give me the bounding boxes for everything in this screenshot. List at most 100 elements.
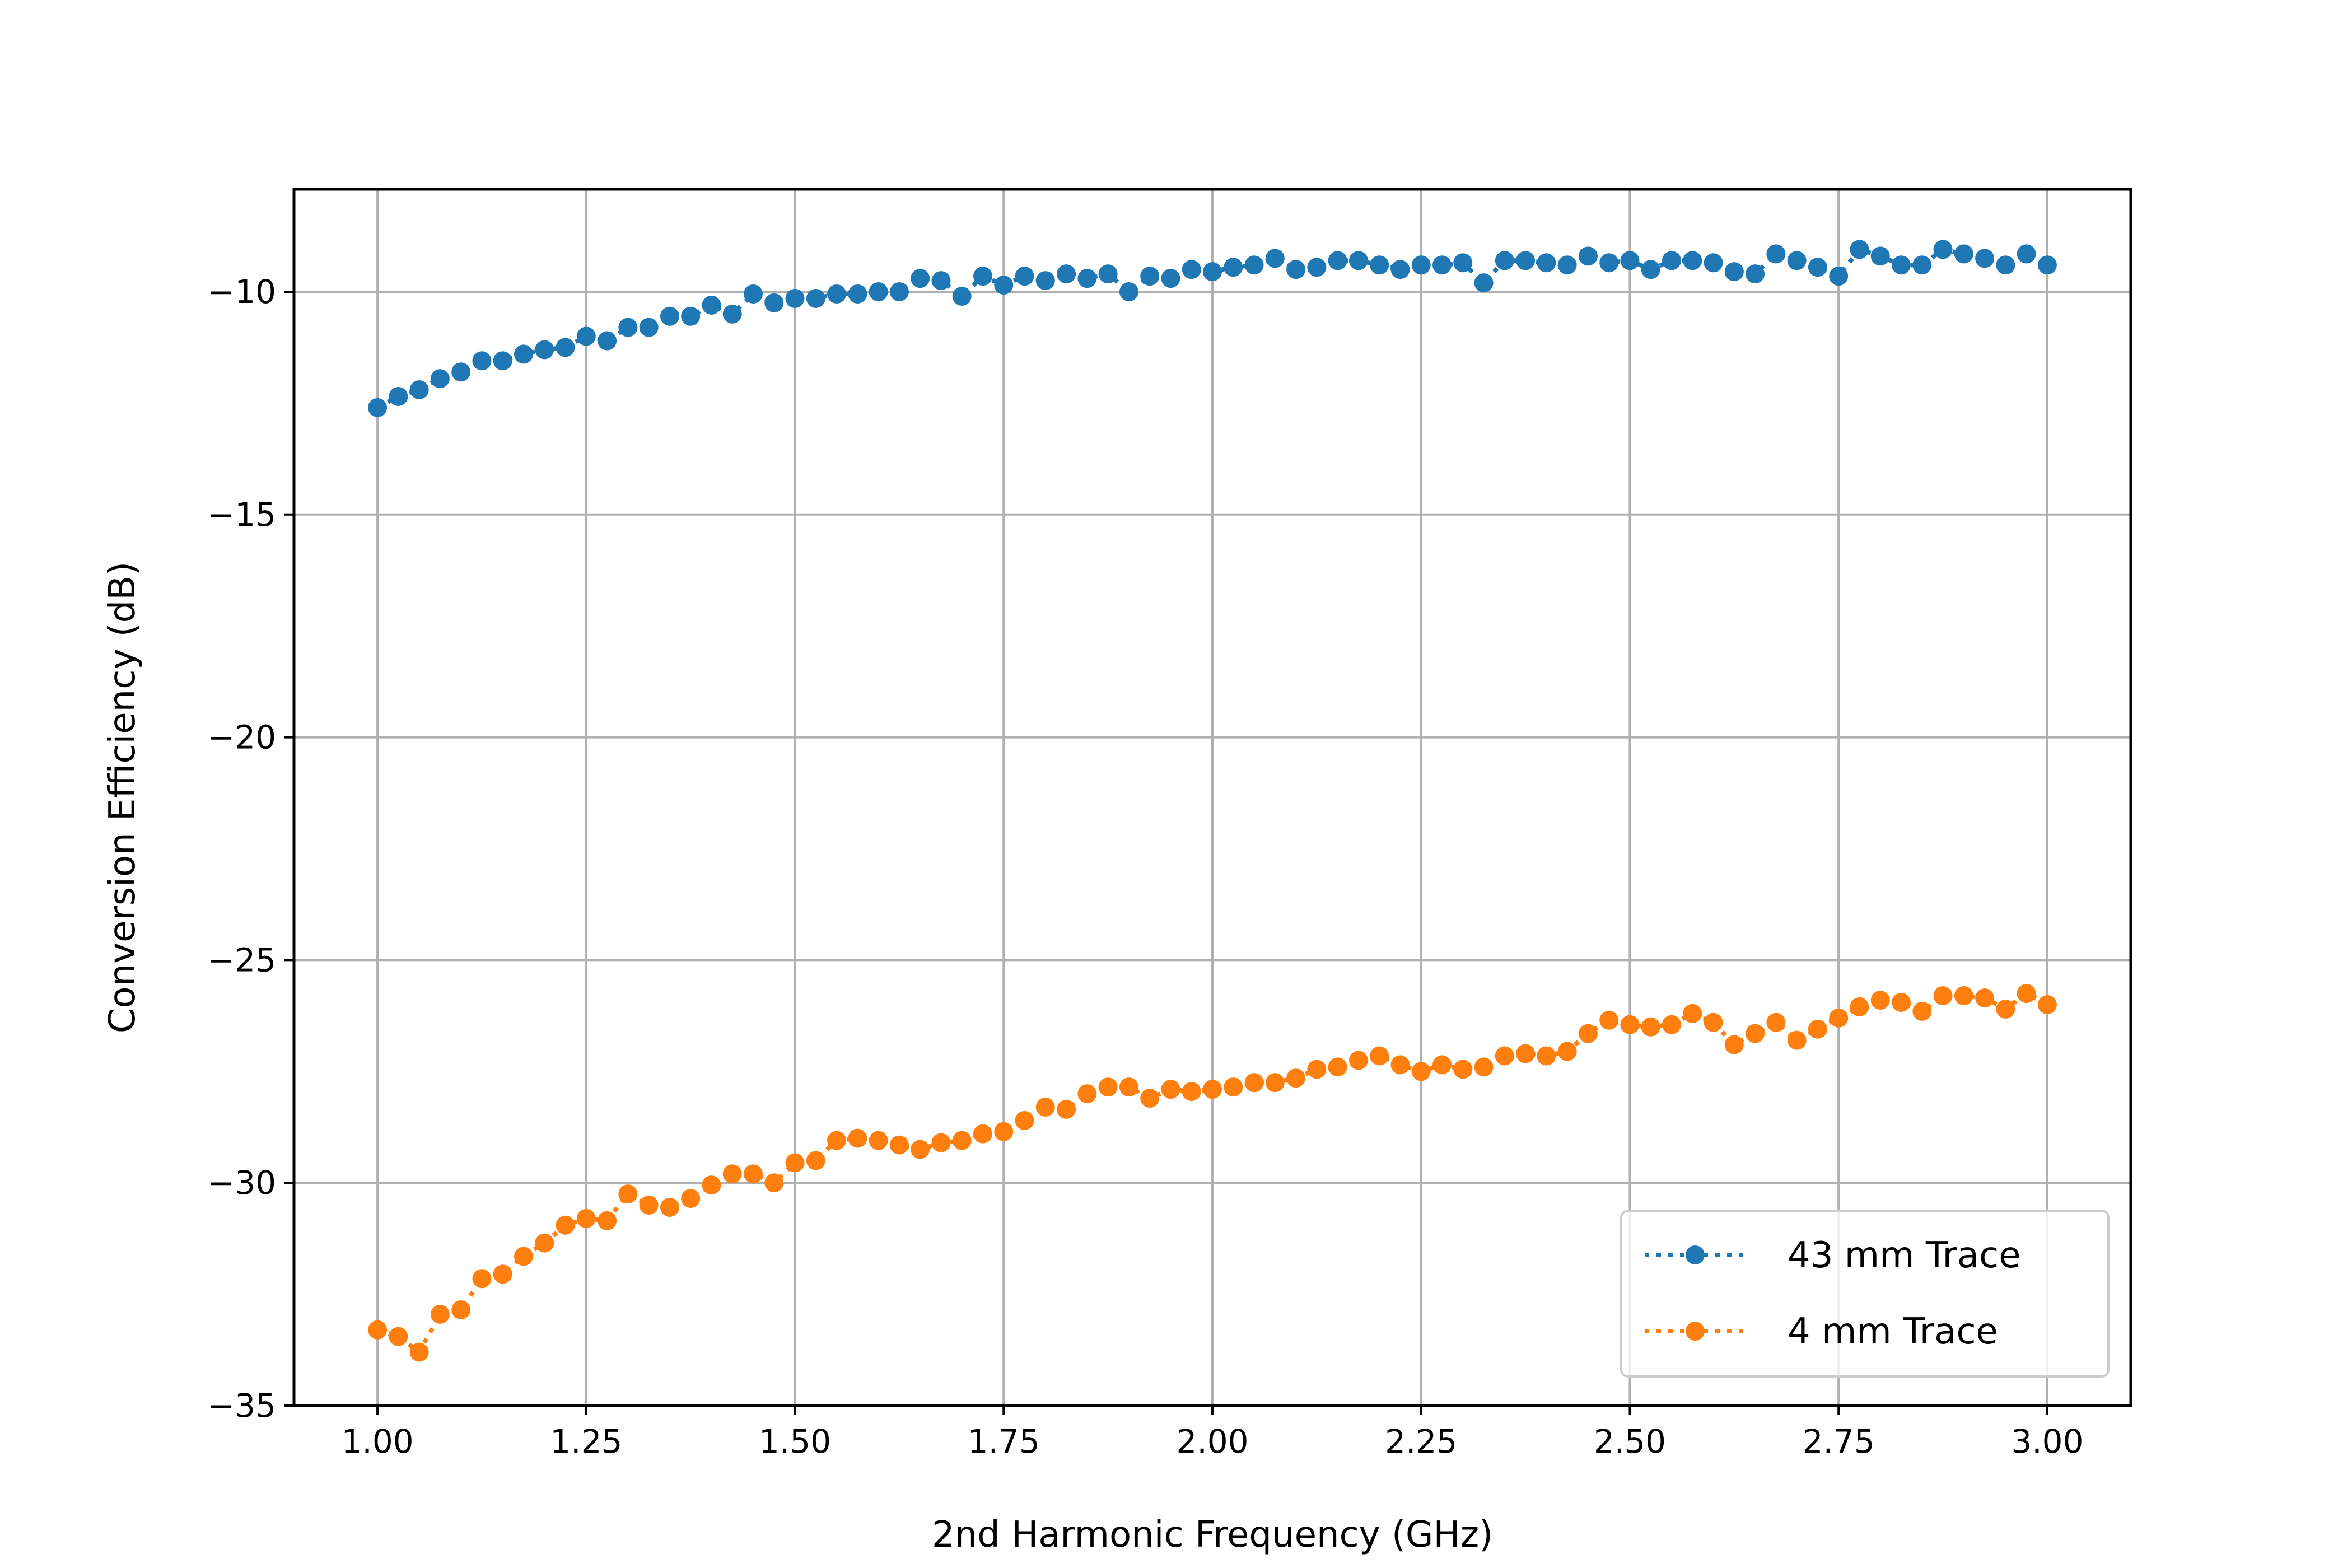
y-tick-label: −20 <box>208 718 276 757</box>
data-point <box>1996 255 2015 275</box>
data-point <box>535 1233 554 1253</box>
data-point <box>1683 251 1702 270</box>
data-point <box>1870 246 1890 266</box>
data-point <box>994 1122 1014 1141</box>
data-point <box>1495 251 1514 270</box>
data-point <box>952 1131 972 1150</box>
data-point <box>1495 1046 1514 1066</box>
data-point <box>1035 1097 1055 1117</box>
data-point <box>1662 1015 1681 1034</box>
data-point <box>430 1304 450 1324</box>
data-point <box>1766 244 1786 264</box>
data-point <box>827 284 847 304</box>
data-point <box>1787 1030 1807 1050</box>
data-point <box>931 1133 951 1152</box>
data-point <box>618 1184 638 1204</box>
x-tick-label: 1.75 <box>968 1422 1040 1460</box>
data-point <box>1474 1057 1494 1077</box>
data-point <box>1370 1046 1389 1066</box>
data-point <box>598 1211 617 1230</box>
data-point <box>1098 264 1118 284</box>
data-point <box>1286 260 1306 279</box>
data-point <box>576 326 596 346</box>
data-point <box>1746 1024 1765 1043</box>
data-point <box>722 304 742 324</box>
data-point <box>848 1128 867 1148</box>
data-point <box>1203 1080 1222 1099</box>
data-point <box>1599 253 1619 273</box>
y-tick-label: −30 <box>208 1164 276 1202</box>
data-point <box>722 1164 742 1184</box>
data-point <box>764 293 784 312</box>
data-point <box>1724 1035 1744 1054</box>
data-point <box>1620 251 1640 270</box>
data-point <box>827 1131 847 1150</box>
data-point <box>1453 253 1473 273</box>
data-point <box>1119 282 1138 301</box>
data-point <box>1829 1008 1849 1028</box>
data-point <box>1578 246 1598 266</box>
data-point <box>1432 1055 1452 1075</box>
data-point <box>1348 1051 1368 1070</box>
data-point <box>994 276 1014 295</box>
data-point <box>389 1327 408 1346</box>
data-point <box>1870 991 1890 1010</box>
data-point <box>1244 255 1264 275</box>
data-point <box>681 1189 701 1208</box>
data-point <box>451 362 471 382</box>
y-tick-label: −15 <box>208 496 276 534</box>
data-point <box>1265 1073 1285 1093</box>
data-point <box>1557 1042 1577 1061</box>
data-point <box>639 1195 659 1215</box>
data-point <box>1704 1012 1723 1032</box>
legend-label: 43 mm Trace <box>1788 1235 2021 1276</box>
data-point <box>556 1215 575 1235</box>
data-point <box>1307 258 1327 277</box>
data-point <box>1683 1004 1702 1023</box>
data-point <box>2037 995 2057 1014</box>
data-point <box>1537 1046 1556 1066</box>
y-tick-label: −35 <box>208 1387 276 1425</box>
data-point <box>1077 269 1097 288</box>
legend-box <box>1620 1210 2110 1378</box>
data-point <box>514 344 533 364</box>
data-point <box>618 318 638 337</box>
data-point <box>1892 992 1911 1012</box>
data-point <box>368 1320 388 1340</box>
data-point <box>1850 997 1869 1016</box>
data-point <box>368 398 388 417</box>
data-point <box>1015 1110 1034 1130</box>
data-point <box>1348 251 1368 270</box>
data-point <box>1808 258 1827 277</box>
data-point <box>889 1135 909 1155</box>
data-point <box>1224 258 1243 277</box>
data-point <box>1265 249 1285 268</box>
data-point <box>1432 255 1452 275</box>
y-tick-label: −25 <box>208 941 276 979</box>
data-point <box>1996 999 2015 1019</box>
x-tick-label: 2.50 <box>1594 1422 1666 1460</box>
legend: 43 mm Trace 4 mm Trace <box>1620 1210 2110 1378</box>
data-point <box>911 1140 930 1159</box>
data-point <box>1057 264 1076 284</box>
data-point <box>764 1173 784 1193</box>
data-point <box>1808 1019 1827 1039</box>
data-point <box>1161 269 1180 288</box>
data-point <box>1140 1089 1160 1108</box>
y-tick-label: −10 <box>208 273 276 311</box>
data-point <box>1411 1062 1431 1081</box>
data-point <box>430 369 450 389</box>
series-group <box>368 240 2057 1362</box>
data-point <box>869 282 888 301</box>
x-tick-label: 2.75 <box>1803 1422 1875 1460</box>
data-point <box>1161 1080 1180 1099</box>
data-point <box>472 351 492 371</box>
legend-item: 4 mm Trace <box>1645 1311 1998 1352</box>
data-point <box>1641 1017 1660 1037</box>
data-point <box>973 1124 992 1144</box>
x-axis-title: 2nd Harmonic Frequency (GHz) <box>932 1514 1493 1556</box>
data-point <box>2017 984 2036 1004</box>
data-point <box>660 1197 679 1217</box>
data-point <box>1892 255 1911 275</box>
